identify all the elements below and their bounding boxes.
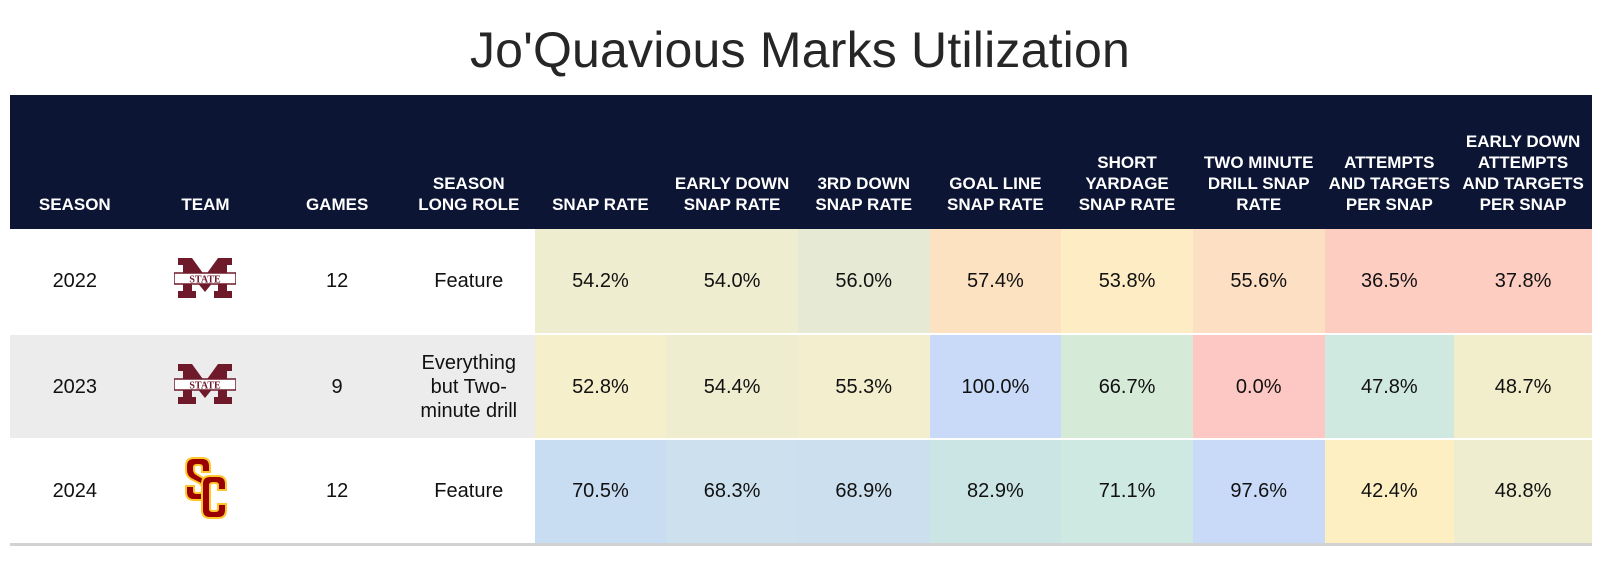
column-header-3rd-down-snap-rate: 3RD DOWN SNAP RATE — [797, 95, 930, 229]
short-yardage-snap-rate-cell: 53.8% — [1061, 229, 1193, 334]
column-header-season-long-role: SEASON LONG ROLE — [402, 95, 535, 229]
header-row: SEASON TEAM GAMES SEASON LONG ROLE SNAP … — [10, 95, 1592, 229]
column-header-early-down-attempts-targets-per-snap: EARLY DOWN ATTEMPTS AND TARGETS PER SNAP — [1454, 95, 1592, 229]
table-row-2023: 2023 STATE 9 Everything but Two-minute d… — [10, 334, 1592, 439]
goal-line-snap-rate-cell: 82.9% — [929, 439, 1062, 544]
role-cell: Everything but Two-minute drill — [402, 334, 535, 439]
snap-rate-cell: 70.5% — [534, 439, 667, 544]
column-header-attempts-targets-per-snap: ATTEMPTS AND TARGETS PER SNAP — [1324, 95, 1455, 229]
two-minute-drill-snap-rate-cell: 0.0% — [1192, 334, 1325, 439]
snap-rate-cell: 52.8% — [534, 334, 667, 439]
early-down-attempts-targets-per-snap-cell: 48.7% — [1454, 334, 1592, 439]
games-cell: 9 — [271, 334, 403, 439]
column-header-short-yardage-snap-rate: SHORT YARDAGE SNAP RATE — [1061, 95, 1193, 229]
team-cell: STATE — [139, 229, 272, 334]
short-yardage-snap-rate-cell: 71.1% — [1061, 439, 1193, 544]
column-header-goal-line-snap-rate: GOAL LINE SNAP RATE — [929, 95, 1062, 229]
team-cell — [139, 439, 272, 544]
page-title: Jo'Quavious Marks Utilization — [469, 22, 1131, 78]
short-yardage-snap-rate-cell: 66.7% — [1061, 334, 1193, 439]
early-down-snap-rate-cell: 54.4% — [666, 334, 798, 439]
early-down-snap-rate-cell: 68.3% — [666, 439, 798, 544]
table-row-2024: 2024 12 Feature 70.5% 68.3% 68.9% 82.9% … — [10, 439, 1592, 544]
role-cell: Feature — [402, 439, 535, 544]
svg-text:STATE: STATE — [190, 380, 222, 391]
season-cell: 2024 — [10, 439, 140, 544]
mississippi-state-logo: STATE — [173, 362, 238, 412]
attempts-targets-per-snap-cell: 42.4% — [1324, 439, 1455, 544]
team-cell: STATE — [139, 334, 272, 439]
season-cell: 2022 — [10, 229, 140, 334]
two-minute-drill-snap-rate-cell: 55.6% — [1192, 229, 1325, 334]
column-header-early-down-snap-rate: EARLY DOWN SNAP RATE — [666, 95, 798, 229]
games-cell: 12 — [271, 439, 403, 544]
early-down-attempts-targets-per-snap-cell: 37.8% — [1454, 229, 1592, 334]
snap-rate-cell: 54.2% — [534, 229, 667, 334]
goal-line-snap-rate-cell: 57.4% — [929, 229, 1062, 334]
two-minute-drill-snap-rate-cell: 97.6% — [1192, 439, 1325, 544]
3rd-down-snap-rate-cell: 56.0% — [797, 229, 930, 334]
early-down-attempts-targets-per-snap-cell: 48.8% — [1454, 439, 1592, 544]
column-header-games: GAMES — [271, 95, 403, 229]
svg-text:STATE: STATE — [190, 275, 222, 286]
usc-logo — [182, 456, 228, 526]
column-header-season: SEASON — [10, 95, 140, 229]
column-header-snap-rate: SNAP RATE — [534, 95, 667, 229]
attempts-targets-per-snap-cell: 47.8% — [1324, 334, 1455, 439]
games-cell: 12 — [271, 229, 403, 334]
3rd-down-snap-rate-cell: 55.3% — [797, 334, 930, 439]
goal-line-snap-rate-cell: 100.0% — [929, 334, 1062, 439]
table-row-2022: 2022 STATE 12 Feature 54.2% 54.0% 56.0% … — [10, 229, 1592, 334]
attempts-targets-per-snap-cell: 36.5% — [1324, 229, 1455, 334]
column-header-team: TEAM — [139, 95, 272, 229]
early-down-snap-rate-cell: 54.0% — [666, 229, 798, 334]
mississippi-state-logo: STATE — [173, 256, 238, 306]
column-header-two-minute-drill-snap-rate: TWO MINUTE DRILL SNAP RATE — [1192, 95, 1325, 229]
role-cell: Feature — [402, 229, 535, 334]
utilization-table: SEASON TEAM GAMES SEASON LONG ROLE SNAP … — [10, 95, 1592, 546]
3rd-down-snap-rate-cell: 68.9% — [797, 439, 930, 544]
season-cell: 2023 — [10, 334, 140, 439]
